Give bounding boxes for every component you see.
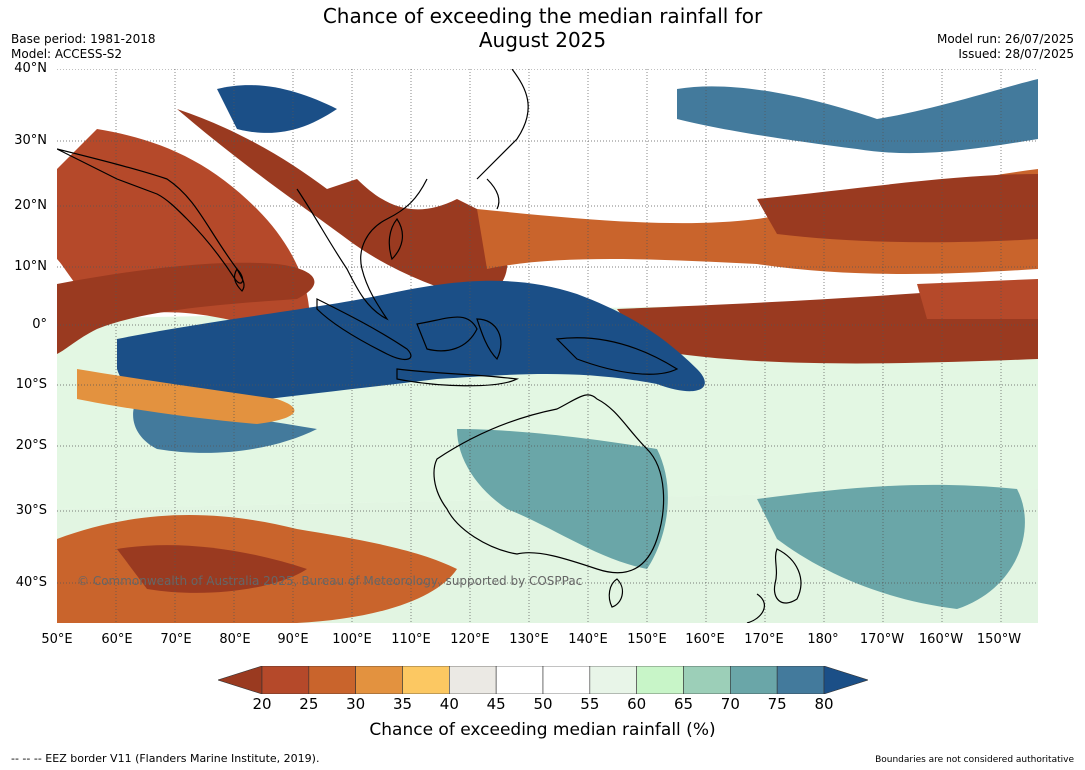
colorbar-tick-label: 45 bbox=[486, 695, 506, 713]
lon-label: 80°E bbox=[219, 632, 251, 647]
colorbar-tick-label: 60 bbox=[627, 695, 647, 713]
colorbar-box bbox=[495, 665, 544, 695]
dry-band bbox=[77, 369, 295, 424]
colorbar-tick-label: 65 bbox=[673, 695, 694, 713]
dry-region bbox=[177, 109, 508, 299]
issued-date: Issued: 28/07/2025 bbox=[958, 47, 1074, 61]
colorbar-box bbox=[776, 665, 825, 695]
meta-right: Model run: 26/07/2025 Issued: 28/07/2025 bbox=[937, 32, 1074, 62]
meta-left: Base period: 1981-2018 Model: ACCESS-S2 bbox=[11, 32, 156, 62]
colorbar-tick-label: 75 bbox=[767, 695, 787, 713]
lon-label: 180° bbox=[807, 632, 839, 647]
lon-label: 160°E bbox=[685, 632, 725, 647]
dry-band bbox=[117, 545, 307, 593]
colorbar-box bbox=[542, 665, 591, 695]
lon-label: 60°E bbox=[101, 632, 133, 647]
lon-label: 170°E bbox=[744, 632, 784, 647]
lon-label: 70°E bbox=[160, 632, 192, 647]
colorbar-tick-label: 50 bbox=[533, 695, 553, 713]
lat-label: 10°S bbox=[15, 377, 47, 392]
copyright-credit: © Commonwealth of Australia 2025, Bureau… bbox=[77, 574, 583, 588]
dry-strip bbox=[57, 262, 315, 354]
rainfall-map bbox=[57, 69, 1038, 623]
lon-label: 140°E bbox=[568, 632, 608, 647]
colorbar-tick-label: 25 bbox=[299, 695, 319, 713]
base-period: Base period: 1981-2018 bbox=[11, 32, 156, 46]
colorbar-box bbox=[589, 665, 637, 695]
wet-patch bbox=[457, 429, 668, 569]
lat-label: 30°S bbox=[15, 503, 47, 518]
colorbar-box bbox=[730, 665, 778, 695]
colorbar-high-arrow bbox=[823, 665, 869, 695]
colorbar-box bbox=[449, 665, 497, 695]
lon-label: 110°E bbox=[391, 632, 431, 647]
wet-patch bbox=[217, 85, 337, 133]
lon-label: 170°W bbox=[859, 632, 905, 647]
map-canvas bbox=[57, 69, 1038, 623]
colorbar-tick-label: 55 bbox=[580, 695, 600, 713]
graticule bbox=[57, 69, 1038, 623]
colorbar-low-arrow bbox=[217, 665, 263, 695]
colorbar-tick-label: 40 bbox=[439, 695, 459, 713]
colorbar-tick-label: 20 bbox=[252, 695, 272, 713]
colorbar-tick-label: 70 bbox=[720, 695, 740, 713]
eez-note: -- -- -- EEZ border V11 (Flanders Marine… bbox=[11, 752, 320, 765]
colorbar-tick-label: 80 bbox=[814, 695, 834, 713]
colorbar-label: Chance of exceeding median rainfall (%) bbox=[369, 720, 716, 740]
map-title: Chance of exceeding the median rainfall … bbox=[0, 4, 1085, 52]
wet-patch bbox=[757, 484, 1025, 609]
colorbar-box bbox=[261, 665, 310, 695]
colorbar-svg bbox=[217, 665, 869, 695]
colorbar-tick-label: 30 bbox=[346, 695, 366, 713]
lat-label: 30°N bbox=[14, 133, 47, 148]
lon-label: 120°E bbox=[450, 632, 490, 647]
lon-label: 130°E bbox=[509, 632, 549, 647]
lon-label: 150°E bbox=[627, 632, 667, 647]
lon-label: 150°W bbox=[976, 632, 1022, 647]
model-name: Model: ACCESS-S2 bbox=[11, 47, 123, 61]
lon-label: 50°E bbox=[41, 632, 73, 647]
colorbar-box bbox=[683, 665, 731, 695]
boundaries-note: Boundaries are not considered authoritat… bbox=[875, 755, 1074, 765]
lat-label: 10°N bbox=[14, 259, 47, 274]
lat-label: 40°S bbox=[15, 575, 47, 590]
model-run: Model run: 26/07/2025 bbox=[936, 32, 1074, 46]
colorbar-box bbox=[402, 665, 450, 695]
lon-label: 100°E bbox=[332, 632, 372, 647]
lon-label: 160°W bbox=[918, 632, 964, 647]
colorbar-tick-label: 35 bbox=[392, 695, 413, 713]
lon-label: 90°E bbox=[277, 632, 309, 647]
wet-patch bbox=[677, 79, 1038, 154]
lat-label: 20°N bbox=[14, 198, 47, 213]
lat-label: 20°S bbox=[15, 438, 47, 453]
colorbar-box bbox=[636, 665, 684, 695]
colorbar-box bbox=[355, 665, 403, 695]
colorbar-box bbox=[308, 665, 356, 695]
title-line-1: Chance of exceeding the median rainfall … bbox=[322, 4, 763, 28]
title-line-2: August 2025 bbox=[478, 28, 607, 52]
dry-band bbox=[757, 174, 1038, 243]
lat-label: 40°N bbox=[14, 61, 47, 76]
lat-label: 0° bbox=[32, 317, 47, 332]
coastlines bbox=[57, 69, 802, 623]
colorbar bbox=[217, 665, 869, 695]
dry-tongue bbox=[917, 279, 1038, 319]
